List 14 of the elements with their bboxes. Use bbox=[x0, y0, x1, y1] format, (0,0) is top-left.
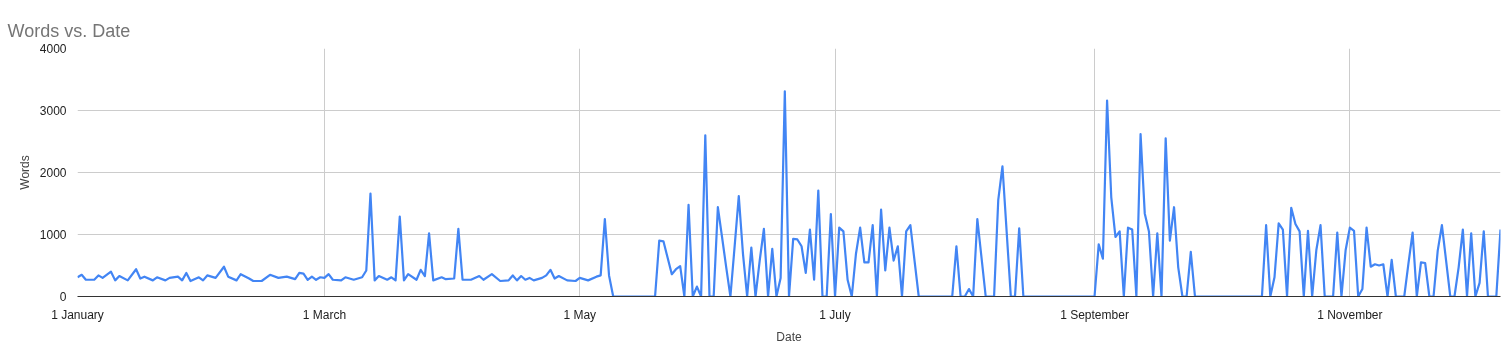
y-tick-label: 2000 bbox=[39, 166, 67, 180]
y-axis-title: Words bbox=[17, 155, 32, 190]
x-tick-label: 1 May bbox=[563, 307, 597, 322]
x-tick-label: 1 November bbox=[1317, 307, 1383, 322]
y-tick-label: 3000 bbox=[39, 104, 67, 118]
x-tick-label: 1 September bbox=[1060, 307, 1129, 322]
chart-title: Words vs. Date bbox=[7, 20, 131, 41]
x-axis-title: Date bbox=[776, 329, 802, 344]
x-tick-label: 1 July bbox=[819, 307, 851, 322]
y-tick-label: 4000 bbox=[39, 42, 67, 56]
y-tick-label: 0 bbox=[59, 290, 67, 304]
x-tick-label: 1 March bbox=[302, 307, 347, 322]
y-tick-label: 1000 bbox=[39, 228, 67, 242]
x-tick-label: 1 January bbox=[51, 307, 104, 322]
